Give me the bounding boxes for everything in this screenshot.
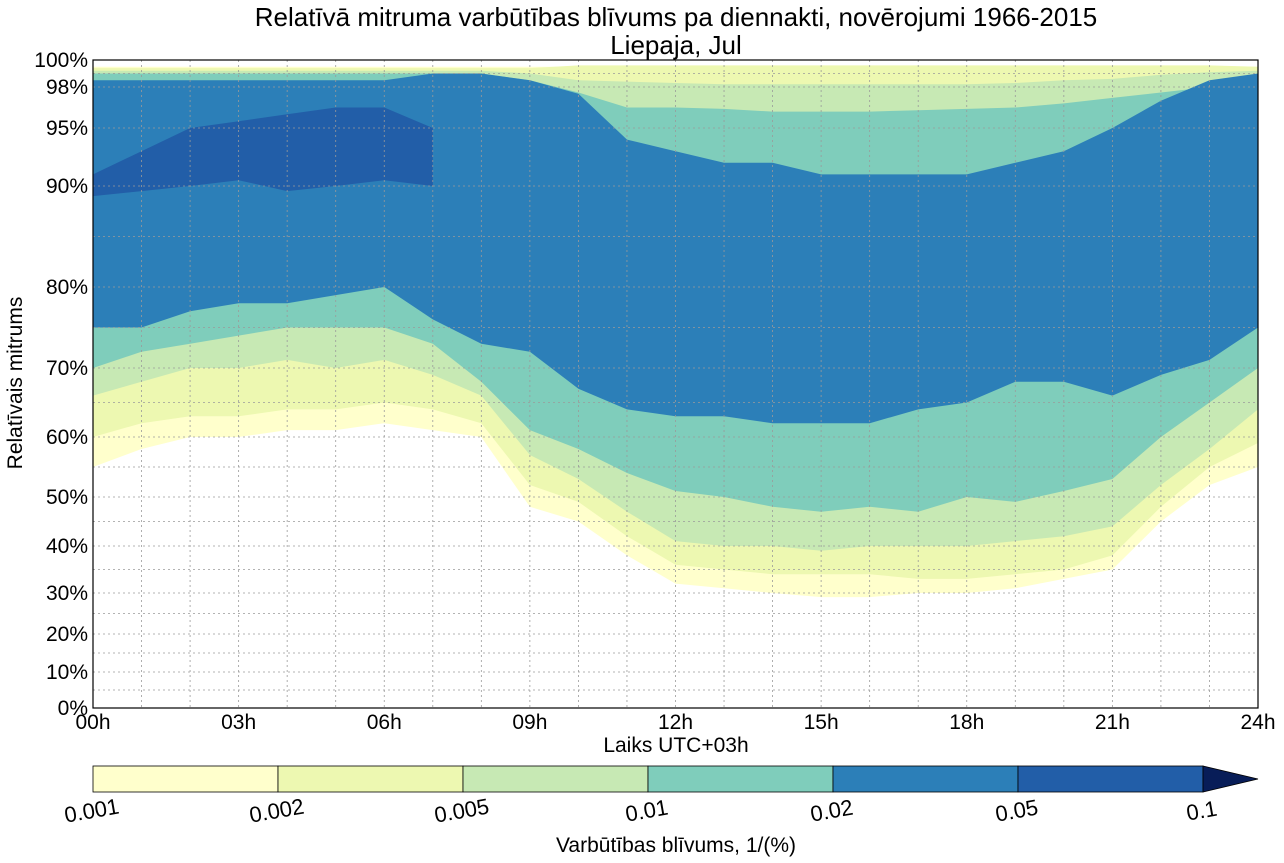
- colorbar-segment: [92, 765, 279, 793]
- colorbar-label: Varbūtības blīvums, 1/(%): [556, 834, 796, 857]
- colorbar-tick-label: 0.005: [432, 794, 491, 828]
- colorbar-tick-label: 0.002: [247, 794, 306, 828]
- title-group: Relatīvā mitruma varbūtības blīvums pa d…: [255, 2, 1098, 60]
- y-tick-label: 10%: [46, 661, 88, 684]
- x-tick-label: 12h: [658, 711, 693, 734]
- colorbar-segment: [1017, 765, 1204, 793]
- y-tick-label: 90%: [46, 175, 88, 198]
- y-tick-label: 30%: [46, 582, 88, 605]
- x-tick-label: 06h: [367, 711, 402, 734]
- chart-subtitle: Liepaja, Jul: [610, 30, 742, 60]
- x-tick-label: 21h: [1095, 711, 1130, 734]
- y-tick-label: 100%: [34, 49, 88, 72]
- contour-band-6: [93, 107, 433, 197]
- x-tick-label: 00h: [75, 711, 110, 734]
- x-tick-label: 24h: [1240, 711, 1275, 734]
- y-tick-label: 40%: [46, 535, 88, 558]
- y-tick-label: 20%: [46, 623, 88, 646]
- colorbar-tick-label: 0.05: [993, 795, 1040, 827]
- y-tick-label: 95%: [46, 117, 88, 140]
- y-axis-label: Relatīvais mitrums: [4, 297, 27, 470]
- x-axis-label: Laiks UTC+03h: [603, 734, 748, 757]
- colorbar-tick-label: 0.02: [808, 795, 855, 827]
- colorbar-tick-label: 0.01: [623, 795, 670, 827]
- colorbar-segment: [462, 765, 649, 793]
- y-tick-label: 50%: [46, 486, 88, 509]
- colorbar-segment: [277, 765, 464, 793]
- y-tick-label: 70%: [46, 357, 88, 380]
- x-ticks: 00h 03h 06h 09h 12h 15h 18h 21h 24h: [75, 711, 1275, 734]
- x-tick-label: 03h: [221, 711, 256, 734]
- colorbar-segment: [647, 765, 834, 793]
- colorbar-tick-label: 0.001: [62, 794, 121, 828]
- y-tick-label: 98%: [46, 76, 88, 99]
- plot-area: 00h 03h 06h 09h 12h 15h 18h 21h 24h 0% 10% 20% 30% 40…: [34, 49, 1275, 734]
- colorbar: 0.001 0.002 0.005 0.01 0.02 0.05 0.1: [62, 765, 1259, 828]
- colorbar-extend-arrow: [1202, 765, 1259, 793]
- plot-frame: [92, 59, 1259, 709]
- y-ticks: 0% 10% 20% 30% 40% 50% 60% 70% 80% 90% 95% 98% 100%: [34, 49, 88, 720]
- y-tick-label: 80%: [46, 276, 88, 299]
- y-tick-label: 60%: [46, 426, 88, 449]
- y-tick-label: 0%: [58, 697, 88, 720]
- colorbar-tick-label: 0.1: [1184, 796, 1218, 826]
- colorbar-segment: [832, 765, 1019, 793]
- grid: [92, 60, 1259, 708]
- x-tick-label: 09h: [512, 711, 547, 734]
- chart-title: Relatīvā mitruma varbūtības blīvums pa d…: [255, 2, 1098, 32]
- x-tick-label: 18h: [949, 711, 984, 734]
- x-tick-label: 15h: [804, 711, 839, 734]
